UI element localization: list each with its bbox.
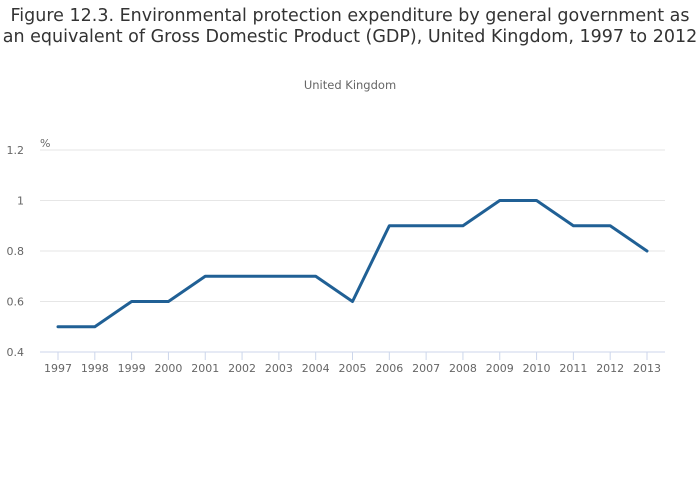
data-point[interactable]	[236, 270, 248, 282]
x-tick-label: 2003	[265, 362, 293, 375]
x-tick-label: 2011	[559, 362, 587, 375]
data-point[interactable]	[199, 270, 211, 282]
x-tick-label: 1998	[81, 362, 109, 375]
x-tick-label: 2002	[228, 362, 256, 375]
x-tick-label: 2012	[596, 362, 624, 375]
series-layer	[52, 195, 653, 333]
data-point[interactable]	[641, 245, 653, 257]
x-tick-label: 2006	[375, 362, 403, 375]
x-tick-label: 2004	[302, 362, 330, 375]
x-tick-label: 2009	[486, 362, 514, 375]
y-tick-label: 0.8	[7, 245, 25, 258]
chart-subtitle: United Kingdom	[303, 78, 397, 92]
data-point[interactable]	[567, 220, 579, 232]
series-line[interactable]	[56, 199, 649, 329]
data-point[interactable]	[126, 296, 138, 308]
data-point[interactable]	[89, 321, 101, 333]
y-tick-label: 0.6	[7, 296, 25, 309]
x-tick-label: 2010	[523, 362, 551, 375]
data-point[interactable]	[494, 195, 506, 207]
data-point[interactable]	[531, 195, 543, 207]
data-point[interactable]	[162, 296, 174, 308]
x-tick-label: 2013	[633, 362, 661, 375]
x-tick-label: 2005	[339, 362, 367, 375]
y-tick-label: 1.2	[7, 144, 25, 157]
y-axis: 0.4 0.6 0.8 1 1.2	[7, 144, 25, 359]
data-point[interactable]	[604, 220, 616, 232]
chart-title: Figure 12.3. Environmental protection ex…	[2, 6, 698, 47]
x-tick-label: 2007	[412, 362, 440, 375]
data-point[interactable]	[310, 270, 322, 282]
y-axis-unit-label: %	[40, 137, 50, 150]
data-point[interactable]	[273, 270, 285, 282]
data-point[interactable]	[347, 296, 359, 308]
x-tick-label: 1999	[118, 362, 146, 375]
x-axis: 1997 1998 1999 2000 2001 2002 2003 2004 2005 2006…	[40, 351, 665, 375]
x-tick-label: 2000	[154, 362, 182, 375]
y-tick-label: 1	[17, 195, 24, 208]
data-point[interactable]	[383, 220, 395, 232]
data-point[interactable]	[457, 220, 469, 232]
data-point[interactable]	[52, 321, 64, 333]
x-tick-label: 2001	[191, 362, 219, 375]
x-tick-label: 1997	[44, 362, 72, 375]
data-point[interactable]	[420, 220, 432, 232]
x-tick-label: 2008	[449, 362, 477, 375]
y-tick-label: 0.4	[7, 346, 25, 359]
